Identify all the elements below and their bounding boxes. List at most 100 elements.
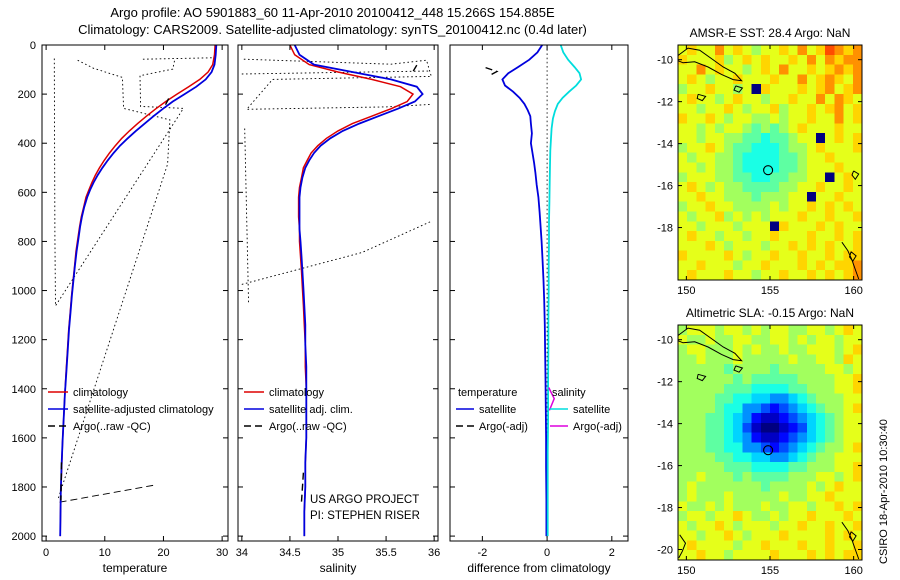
legend-label: climatology <box>269 387 325 399</box>
temperature-profile-content: climatology satellite-adjusted climatolog… <box>48 45 218 537</box>
heatmap-cell <box>724 432 734 444</box>
heatmap-cell <box>770 413 780 424</box>
heatmap-cell <box>770 530 780 541</box>
heatmap-cell <box>770 422 780 434</box>
heatmap-cell <box>705 403 716 414</box>
coastline <box>678 534 687 559</box>
heatmap-cell <box>852 422 863 434</box>
heatmap-cell <box>797 383 808 395</box>
heatmap-cell <box>696 452 707 463</box>
heatmap-cell <box>678 162 688 173</box>
heatmap-cell <box>825 64 835 75</box>
heatmap-cell <box>770 142 780 154</box>
heatmap-cell <box>733 462 743 473</box>
heatmap-cell <box>760 211 771 222</box>
x-tick-label: 10 <box>99 547 111 559</box>
heatmap-cell <box>696 231 707 242</box>
heatmap-cell <box>724 54 734 66</box>
heatmap-cell <box>724 325 734 336</box>
heatmap-cell <box>742 374 753 385</box>
x-axis-label: temperature <box>103 561 168 575</box>
heatmap-cell <box>751 231 762 242</box>
heatmap-cell <box>705 162 716 173</box>
heatmap-cell <box>687 413 697 424</box>
heatmap-cell <box>751 211 762 222</box>
heatmap-cell <box>834 383 845 395</box>
heatmap-cell <box>696 432 707 444</box>
heatmap-cell <box>834 191 845 203</box>
heatmap-cell <box>852 103 863 115</box>
x-tick-label: 2 <box>609 547 615 559</box>
coastline <box>851 170 860 181</box>
heatmap-cell <box>724 260 734 271</box>
heatmap-cell <box>797 113 808 124</box>
heatmap-cell <box>742 250 753 261</box>
heatmap-cell <box>751 422 762 434</box>
heatmap-cell <box>705 471 716 483</box>
heatmap-cell <box>705 45 716 56</box>
heatmap-cell <box>825 54 835 66</box>
heatmap-cell <box>742 334 753 346</box>
heatmap-cell <box>797 344 808 355</box>
heatmap-cell <box>760 501 771 512</box>
heatmap-cell <box>696 471 707 483</box>
sla-map-title: Altimetric SLA: -0.15 Argo: NaN <box>685 306 855 320</box>
heatmap-cell <box>797 374 808 385</box>
lat-tick-label: -14 <box>657 419 673 431</box>
heatmap-cell <box>714 270 725 281</box>
heatmap-cell <box>678 142 688 154</box>
heatmap-cell <box>687 45 697 56</box>
heatmap-cell <box>696 364 707 375</box>
heatmap-cell <box>678 240 688 252</box>
heatmap-cell <box>816 364 826 375</box>
heatmap-cell <box>852 462 863 473</box>
heatmap-cell <box>816 325 826 336</box>
heatmap-cell <box>714 442 725 453</box>
heatmap-cell <box>825 530 835 541</box>
heatmap-cell <box>816 211 826 222</box>
heatmap-cell <box>696 374 707 385</box>
heatmap-cell <box>760 103 771 115</box>
heatmap-cell <box>852 374 863 385</box>
heatmap-cell <box>742 74 753 85</box>
heatmap-cell <box>678 172 688 183</box>
heatmap-cell <box>779 74 789 85</box>
heatmap-cell <box>714 462 725 473</box>
heatmap-cell <box>834 231 845 242</box>
heatmap-cell <box>825 231 835 242</box>
heatmap-cell <box>687 481 697 493</box>
heatmap-cell <box>806 442 817 453</box>
heatmap-cell <box>760 182 771 193</box>
heatmap-cell <box>843 250 854 261</box>
heatmap-cell <box>696 84 707 95</box>
heatmap-cell <box>724 250 734 261</box>
lon-tick-label: 155 <box>761 565 779 577</box>
heatmap-cell <box>806 383 817 395</box>
heatmap-cell <box>678 152 688 164</box>
heatmap-cell <box>788 74 799 85</box>
heatmap-cell <box>751 172 762 183</box>
heatmap-cell <box>724 94 734 105</box>
heatmap-cell <box>852 540 863 551</box>
heatmap-cell <box>742 462 753 473</box>
heatmap-cell <box>760 260 771 271</box>
heatmap-cell <box>733 413 743 424</box>
heatmap-cell <box>742 45 753 56</box>
heatmap-cell <box>843 142 854 154</box>
heatmap-cell <box>751 84 762 95</box>
heatmap-cell <box>843 471 854 483</box>
lat-tick-label: -20 <box>657 545 673 557</box>
heatmap-cell <box>806 403 817 414</box>
heatmap-cell <box>733 540 743 551</box>
heatmap-cell <box>770 162 780 173</box>
heatmap-cell <box>714 471 725 483</box>
heatmap-cell <box>843 221 854 232</box>
heatmap-cell <box>733 481 743 493</box>
heatmap-cell <box>705 520 716 532</box>
heatmap-cell <box>696 172 707 183</box>
heatmap-cell <box>705 182 716 193</box>
heatmap-cell <box>724 270 734 281</box>
heatmap-cell <box>806 413 817 424</box>
heatmap-cell <box>742 94 753 105</box>
